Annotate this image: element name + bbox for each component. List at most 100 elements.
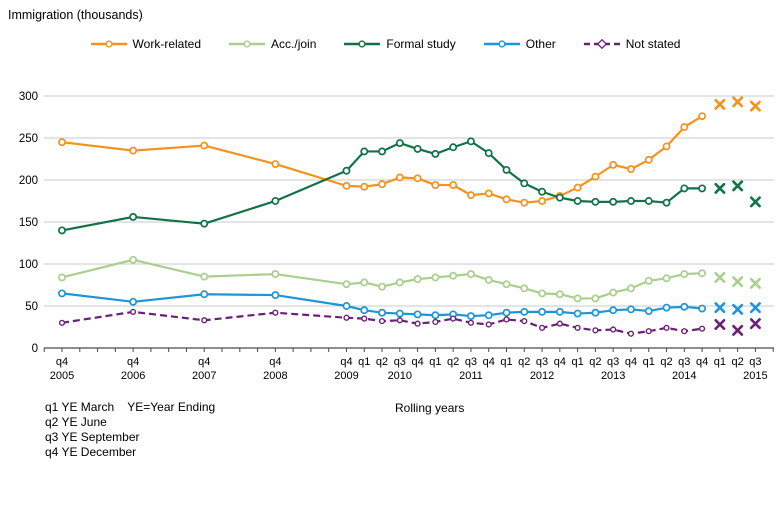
data-point-acc-join xyxy=(698,269,707,278)
x-tick-label: q3 xyxy=(536,356,548,368)
data-point-acc-join xyxy=(342,280,351,289)
data-point-formal-study xyxy=(555,193,564,202)
data-point-work-related xyxy=(466,191,475,200)
data-point-formal-study xyxy=(395,139,404,147)
data-point-other xyxy=(360,306,369,315)
legend-circle xyxy=(243,40,251,48)
chart-legend: Work-related Acc./join Formal study Other No… xyxy=(0,37,770,51)
data-point-not-stated xyxy=(521,318,528,325)
data-point-not-stated xyxy=(663,324,670,331)
provisional-point-formal-study xyxy=(714,182,726,194)
data-point-not-stated xyxy=(681,328,688,335)
x-year-label: 2014 xyxy=(672,370,696,382)
data-point-not-stated xyxy=(627,330,635,337)
data-point-other xyxy=(538,307,547,316)
data-point-work-related xyxy=(129,146,138,155)
x-tick-label: q1 xyxy=(714,356,726,368)
legend-marker-other-icon xyxy=(483,40,520,48)
data-point-not-stated xyxy=(361,315,368,322)
data-point-work-related xyxy=(395,173,404,182)
x-tick-label: q4 xyxy=(198,356,210,368)
data-point-acc-join xyxy=(502,280,511,289)
legend-label: Not stated xyxy=(625,37,681,51)
data-point-acc-join xyxy=(644,276,653,285)
data-point-formal-study xyxy=(271,197,280,205)
data-point-acc-join xyxy=(449,271,458,280)
data-point-acc-join xyxy=(627,284,635,293)
data-point-work-related xyxy=(449,181,458,189)
data-point-not-stated xyxy=(201,317,208,324)
legend-item-work-related: Work-related xyxy=(90,37,201,51)
x-tick-label: q2 xyxy=(660,356,672,368)
x-tick-label: q4 xyxy=(56,356,68,368)
data-point-not-stated xyxy=(467,319,475,326)
data-point-formal-study xyxy=(591,197,600,206)
data-point-not-stated xyxy=(396,317,403,324)
legend-marker-formal-study-icon xyxy=(344,40,381,48)
x-year-label: 2011 xyxy=(459,370,483,382)
footnote-q1: q1 YE March YE=Year Ending xyxy=(45,400,216,414)
data-point-other xyxy=(484,311,493,320)
x-tick-label: q2 xyxy=(589,356,601,368)
data-point-work-related xyxy=(271,160,280,168)
data-point-work-related xyxy=(378,180,386,189)
legend-circle xyxy=(358,40,366,48)
data-point-not-stated xyxy=(343,314,350,321)
data-point-other xyxy=(573,309,582,318)
x-tick-label: q4 xyxy=(483,356,495,368)
x-year-label: 2013 xyxy=(601,370,625,382)
legend-circle xyxy=(498,40,506,48)
data-point-other xyxy=(413,310,422,319)
data-point-other xyxy=(591,308,600,317)
x-year-label: 2007 xyxy=(192,370,216,382)
footnote-q4: q4 YE December xyxy=(45,445,137,459)
provisional-point-not-stated xyxy=(732,324,744,336)
x-year-label: 2015 xyxy=(743,370,767,382)
data-point-acc-join xyxy=(58,273,66,282)
data-point-acc-join xyxy=(395,278,404,287)
x-tick-label: q2 xyxy=(447,356,459,368)
data-point-other xyxy=(466,312,475,321)
data-point-work-related xyxy=(502,195,511,204)
data-point-formal-study xyxy=(342,166,351,175)
data-point-not-stated xyxy=(432,318,439,326)
data-point-work-related xyxy=(698,112,707,121)
provisional-point-work-related xyxy=(714,98,726,110)
data-point-acc-join xyxy=(520,284,529,293)
data-point-acc-join xyxy=(129,255,138,264)
data-point-not-stated xyxy=(450,315,457,322)
provisional-point-acc-join xyxy=(714,271,726,283)
data-point-formal-study xyxy=(484,149,493,158)
data-point-acc-join xyxy=(538,289,547,298)
legend-label: Acc./join xyxy=(271,37,317,51)
data-point-other xyxy=(520,307,529,316)
provisional-point-other xyxy=(714,302,726,314)
data-point-work-related xyxy=(342,181,351,190)
x-tick-label: q3 xyxy=(749,356,761,368)
data-point-work-related xyxy=(662,142,671,151)
data-point-acc-join xyxy=(609,288,618,297)
y-tick-label: 150 xyxy=(19,217,38,229)
data-point-formal-study xyxy=(378,147,386,156)
data-point-other xyxy=(644,307,653,315)
provisional-point-acc-join xyxy=(749,277,761,289)
legend-item-other: Other xyxy=(483,37,556,51)
immigration-chart: 0 50 100 150 200 250 300 q4 q4 q4 q4 q4 q1 q2 q3 q4 q1 q2… xyxy=(19,91,774,382)
x-tick-label: q1 xyxy=(429,356,441,368)
data-point-formal-study xyxy=(466,137,475,146)
data-point-formal-study xyxy=(627,197,635,205)
data-point-other xyxy=(342,302,351,310)
data-point-acc-join xyxy=(271,270,280,279)
data-point-acc-join xyxy=(431,273,440,282)
data-point-not-stated xyxy=(538,324,546,331)
data-point-formal-study xyxy=(129,213,138,221)
provisional-point-acc-join xyxy=(732,276,744,288)
legend-diamond xyxy=(596,38,607,50)
data-point-formal-study xyxy=(502,165,511,174)
data-point-formal-study xyxy=(662,198,671,207)
data-point-acc-join xyxy=(200,272,209,281)
data-point-work-related xyxy=(520,198,529,207)
data-point-work-related xyxy=(200,141,209,150)
legend-item-acc-join: Acc./join xyxy=(228,37,316,51)
chart-area: 0 50 100 150 200 250 300 q4 q4 q4 q4 q4 q1 q2 q3 q4 q1 q2… xyxy=(0,65,780,400)
